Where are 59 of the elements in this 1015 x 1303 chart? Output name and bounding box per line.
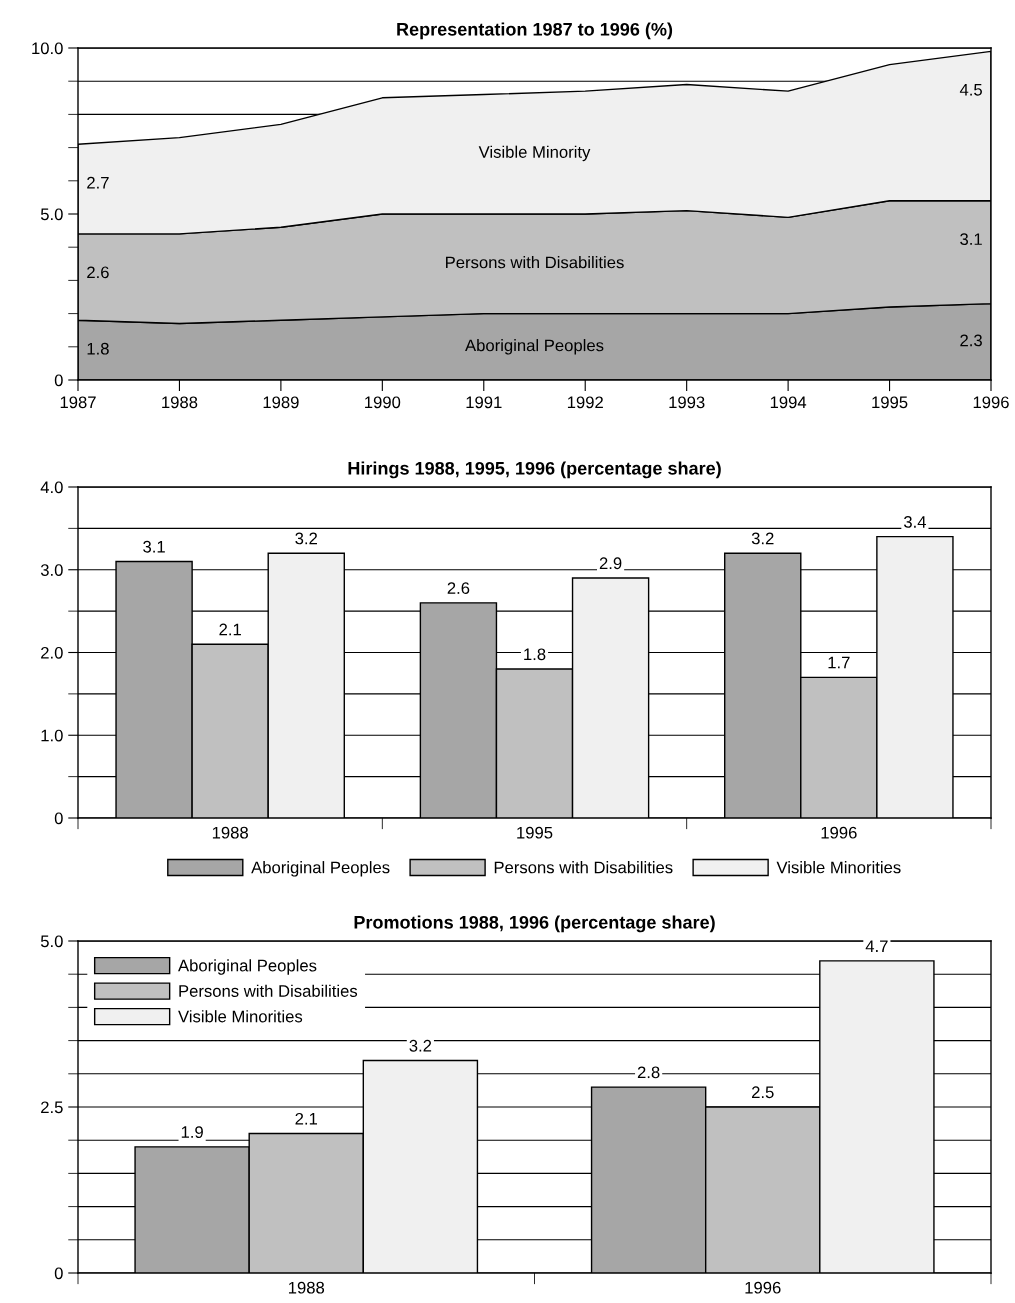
chart-title: Hirings 1988, 1995, 1996 (percentage share): [348, 461, 721, 479]
x-tick-label: 1996: [745, 1281, 781, 1294]
data-label: 3.2: [409, 1039, 432, 1052]
legend-label: Persons with Disabilities: [494, 861, 673, 874]
x-tick-label: 1995: [517, 826, 553, 839]
data-label: 2.3: [960, 334, 982, 347]
series-label: Aboriginal Peoples: [465, 339, 604, 355]
y-tick-label: 2.5: [41, 1101, 63, 1114]
data-label: 1.8: [524, 648, 546, 661]
y-tick-label: 2.0: [41, 646, 63, 659]
x-tick-label: 1992: [567, 396, 603, 409]
x-tick-label: 1988: [288, 1281, 325, 1294]
data-label: 2.6: [447, 582, 470, 594]
chart-title: Representation 1987 to 1996 (%): [397, 22, 673, 40]
y-tick-label: 10.0: [32, 42, 63, 55]
data-label: 3.4: [903, 516, 927, 528]
y-tick-label: 1.0: [41, 729, 63, 742]
y-tick-label: 4.0: [40, 481, 63, 494]
x-tick-label: 1989: [263, 396, 299, 409]
x-tick-label: 1995: [872, 396, 908, 409]
data-label: 3.2: [751, 532, 774, 545]
y-tick-label: 0: [54, 812, 63, 825]
x-tick-label: 1988: [162, 396, 198, 409]
data-label: 3.2: [295, 532, 317, 545]
chart-title: Promotions 1988, 1996 (percentage share): [354, 915, 715, 933]
data-label: 2.8: [637, 1066, 660, 1079]
x-tick-label: 1996: [821, 826, 857, 839]
legend-label: Persons with Disabilities: [179, 984, 358, 997]
data-label: 2.7: [87, 176, 109, 189]
data-label: 4.5: [959, 84, 982, 96]
y-tick-label: 5.0: [40, 935, 63, 948]
data-label: 4.7: [865, 940, 888, 952]
legend-label: Aboriginal Peoples: [251, 861, 390, 877]
x-tick-label: 1988: [212, 826, 248, 839]
legend-label: Aboriginal Peoples: [178, 959, 317, 975]
x-tick-label: 1996: [973, 396, 1009, 409]
x-tick-label: 1993: [669, 396, 705, 409]
y-tick-label: 5.0: [40, 208, 63, 221]
data-label: 2.1: [219, 623, 241, 636]
series-label: Visible Minority: [478, 145, 591, 162]
y-tick-label: 3.0: [40, 564, 63, 576]
data-label: 3.1: [143, 540, 165, 553]
data-label: 1.9: [181, 1126, 203, 1138]
data-label: 2.6: [87, 266, 109, 279]
y-tick-label: 0: [54, 1267, 63, 1280]
x-tick-label: 1990: [365, 396, 401, 409]
legend-label: Visible Minorities: [178, 1010, 303, 1023]
x-tick-label: 1994: [770, 396, 807, 409]
x-tick-label: 1987: [60, 396, 96, 409]
x-tick-label: 1991: [466, 396, 502, 409]
data-label: 2.5: [752, 1086, 774, 1099]
y-tick-label: 0: [54, 374, 63, 387]
data-label: 1.8: [87, 342, 109, 355]
series-label: Persons with Disabilities: [446, 256, 624, 269]
data-label: 2.9: [599, 557, 622, 570]
legend-label: Visible Minorities: [776, 861, 901, 874]
data-label: 1.7: [828, 656, 850, 669]
data-label: 2.1: [295, 1112, 318, 1125]
data-label: 3.1: [960, 233, 982, 246]
